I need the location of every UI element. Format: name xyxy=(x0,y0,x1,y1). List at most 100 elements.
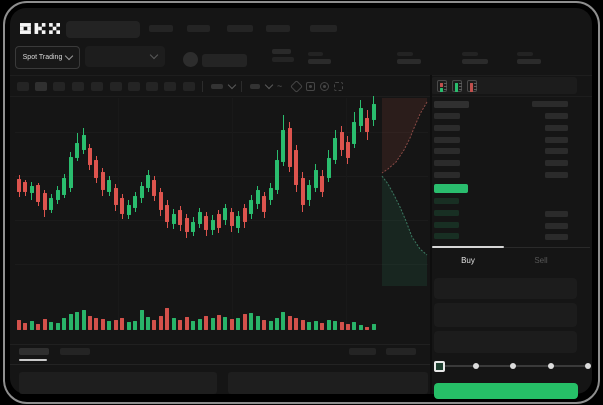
volume-bar xyxy=(275,318,279,330)
pair-selector[interactable] xyxy=(85,46,165,67)
volume-bar xyxy=(365,327,370,330)
nav-item[interactable] xyxy=(227,25,253,32)
ask-price-placeholder[interactable] xyxy=(434,160,460,167)
bid-size-placeholder xyxy=(545,210,568,217)
device-frame xyxy=(3,1,600,404)
volume-bar xyxy=(107,321,112,330)
slider-handle[interactable] xyxy=(434,361,445,372)
book-both-icon[interactable] xyxy=(437,80,447,92)
tab-sell[interactable]: Sell xyxy=(534,256,548,265)
slider-stop[interactable] xyxy=(585,363,591,369)
volume-bar xyxy=(371,324,376,330)
depth-chart xyxy=(381,98,428,286)
candle-body xyxy=(229,212,234,226)
slider-stop[interactable] xyxy=(510,363,516,369)
volume-bar xyxy=(229,319,234,330)
stat-label xyxy=(308,52,323,56)
book-asks-icon[interactable] xyxy=(467,80,477,92)
volume-bar xyxy=(268,321,273,330)
last-price-badge[interactable] xyxy=(434,184,468,193)
volume-bar xyxy=(294,318,299,330)
volume-bar xyxy=(113,320,118,330)
camera-icon[interactable] xyxy=(306,82,315,91)
candle-body xyxy=(178,210,183,225)
stat-value xyxy=(517,59,541,64)
candle-body xyxy=(87,148,92,165)
bid-size-placeholder xyxy=(545,222,568,229)
candle-body xyxy=(197,212,202,224)
bid-price-placeholder[interactable] xyxy=(434,209,459,216)
candle-body xyxy=(184,218,189,232)
timeframe-button[interactable] xyxy=(91,82,103,91)
candle-body xyxy=(236,216,241,228)
chevron-down-icon xyxy=(149,50,159,60)
tab-buy[interactable]: Buy xyxy=(461,256,475,265)
nav-item[interactable] xyxy=(266,25,290,32)
amount-slider[interactable] xyxy=(434,358,591,374)
slider-stop[interactable] xyxy=(472,363,479,369)
stat-value xyxy=(462,59,488,64)
search-input[interactable] xyxy=(66,21,140,38)
timeframe-button[interactable] xyxy=(110,82,122,91)
ask-price-placeholder[interactable] xyxy=(434,124,460,131)
bid-price-placeholder[interactable] xyxy=(434,198,459,204)
bid-price-placeholder[interactable] xyxy=(434,233,459,240)
timeframe-button[interactable] xyxy=(17,82,29,91)
timeframe-button[interactable] xyxy=(72,82,84,91)
bottom-action[interactable] xyxy=(349,348,376,355)
buy-action-button[interactable] xyxy=(434,383,578,399)
nav-item[interactable] xyxy=(149,25,173,32)
line-tool-icon[interactable]: ~ xyxy=(277,81,283,91)
volume-bar xyxy=(184,317,189,330)
candle-body xyxy=(165,205,170,222)
ask-price-placeholder[interactable] xyxy=(434,148,460,155)
ask-price-placeholder[interactable] xyxy=(434,172,460,178)
chevron-down-icon xyxy=(264,80,274,90)
total-input[interactable] xyxy=(434,331,577,353)
nav-item[interactable] xyxy=(310,25,337,32)
ask-price-placeholder[interactable] xyxy=(434,113,460,119)
timeframe-button[interactable] xyxy=(164,82,176,91)
nav-item[interactable] xyxy=(187,25,210,32)
volume-bar xyxy=(345,324,350,330)
settings-icon[interactable] xyxy=(320,82,329,91)
candle-body xyxy=(81,135,86,150)
ask-price-placeholder[interactable] xyxy=(434,136,460,143)
timeframe-button[interactable] xyxy=(146,82,158,91)
volume-bar xyxy=(352,322,357,330)
buy-tab-indicator xyxy=(432,246,504,248)
fullscreen-icon[interactable] xyxy=(334,82,343,91)
candle-body xyxy=(210,220,215,230)
volume-bar xyxy=(326,320,331,330)
volume-bar xyxy=(94,318,99,330)
candle-style-dropdown[interactable] xyxy=(249,80,274,92)
timeframe-button[interactable] xyxy=(53,82,65,91)
slider-stop[interactable] xyxy=(547,363,554,369)
ask-size-placeholder xyxy=(545,124,568,131)
ask-size-placeholder xyxy=(545,136,568,143)
book-bids-icon[interactable] xyxy=(452,80,462,92)
indicator-dropdown[interactable] xyxy=(210,80,237,92)
candle-body xyxy=(17,179,21,192)
bottom-action[interactable] xyxy=(386,348,416,355)
volume-bar xyxy=(23,323,28,330)
candle-body xyxy=(171,214,176,224)
volume-bar xyxy=(178,320,183,330)
candle-body xyxy=(139,186,144,198)
stat-value xyxy=(397,59,421,64)
volume-bar xyxy=(75,312,80,330)
price-input[interactable] xyxy=(434,278,577,299)
timeframe-button[interactable] xyxy=(35,82,47,91)
market-type-selector[interactable]: Spot Trading xyxy=(15,46,80,69)
bid-price-placeholder[interactable] xyxy=(434,221,459,228)
candle-body xyxy=(294,150,299,185)
timeframe-button[interactable] xyxy=(183,82,195,91)
candle-body xyxy=(320,176,325,192)
stat-label xyxy=(517,52,533,56)
amount-input[interactable] xyxy=(434,303,577,327)
bottom-tab-active[interactable] xyxy=(19,348,49,355)
volume-bar xyxy=(320,323,325,330)
bottom-tab[interactable] xyxy=(60,348,90,355)
timeframe-button[interactable] xyxy=(128,82,140,91)
stat-label xyxy=(462,52,478,56)
